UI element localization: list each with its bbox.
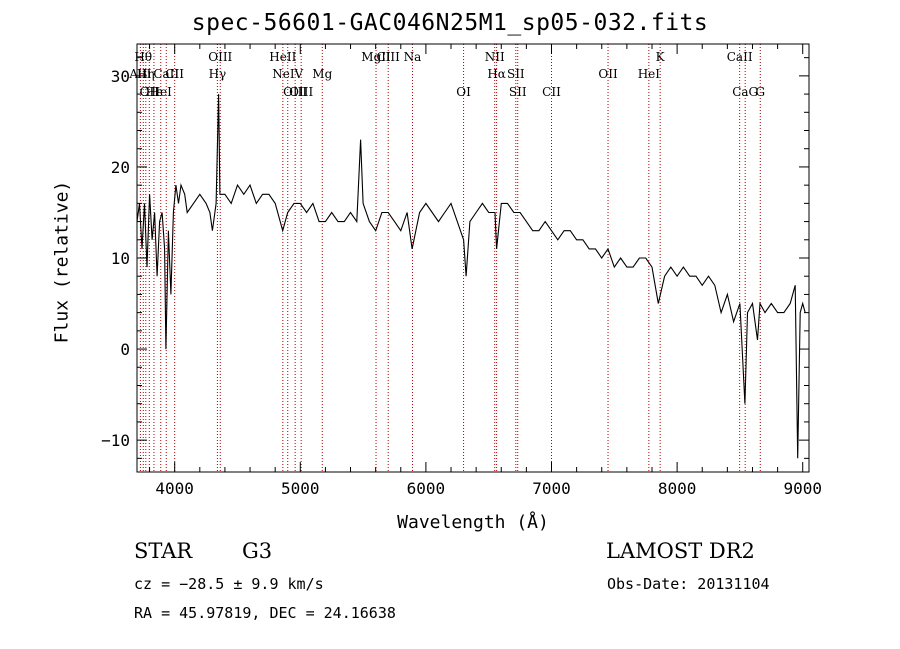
x-tick-label: 9000 [783,479,822,498]
marker-label: CIII [377,50,401,64]
y-axis-label: Flux (relative) [51,180,73,344]
marker-label: NII [485,50,505,64]
spectrum-series [136,94,806,459]
x-tick-label: 4000 [155,479,194,498]
marker-label: OIII [283,85,307,99]
marker-label: AlII [128,67,151,81]
chart-title: spec-56601-GAC046N25M1_sp05-032.fits [191,10,709,36]
marker-label: OII [598,67,618,81]
marker-label: HeI [150,85,173,99]
spectrum-line [136,94,806,459]
x-tick-label: 7000 [532,479,571,498]
y-tick-label: 0 [120,340,130,359]
marker-label: OII [140,85,160,99]
marker-label: K [656,50,666,64]
marker-label: Hη [137,67,155,81]
marker-label: NeIV [272,67,303,81]
plot-frame [136,43,810,473]
marker-label: G [755,85,765,99]
marker-label: HeI [638,67,661,81]
marker-label: Hγ [209,67,227,81]
marker-label: HeII [269,50,296,64]
redshift-text: cz = −28.5 ± 9.9 km/s [134,575,324,593]
y-tick-label: 10 [111,249,130,268]
coordinates-text: RA = 45.97819, DEC = 24.16638 [134,604,396,622]
axis-ticks: 4000 5000 6000 7000 8000 9000 −10 0 10 20 30 [101,44,822,498]
y-tick-label: 30 [111,67,130,86]
x-tick-label: 6000 [407,479,446,498]
marker-label: CaII [727,50,753,64]
y-tick-label: −10 [101,431,130,450]
marker-label: OIII [289,85,313,99]
x-axis-label: Wavelength (Å) [397,512,549,533]
marker-label: Hθ [134,50,152,64]
marker-label: CII [165,67,184,81]
obs-date-text: Obs-Date: 20131104 [607,575,770,593]
object-subclass: G3 [242,539,273,563]
marker-label: CaG [732,85,758,99]
x-tick-label: 5000 [281,479,320,498]
marker-label: Na [404,50,422,64]
x-tick-label: 8000 [658,479,697,498]
marker-label: Hε [146,85,163,99]
marker-label: OIII [208,50,232,64]
marker-label: Hα [487,67,506,81]
object-class: STAR [134,539,193,563]
spectral-line-markers [139,44,761,472]
marker-label: OI [456,85,471,99]
marker-label: CII [542,85,561,99]
marker-label: SII [507,67,525,81]
survey-label: LAMOST DR2 [606,539,755,563]
marker-label: SII [509,85,527,99]
marker-label: MgII [361,50,391,64]
marker-label: CaII [153,67,179,81]
y-tick-label: 20 [111,158,130,177]
marker-label: Mg [312,67,332,81]
